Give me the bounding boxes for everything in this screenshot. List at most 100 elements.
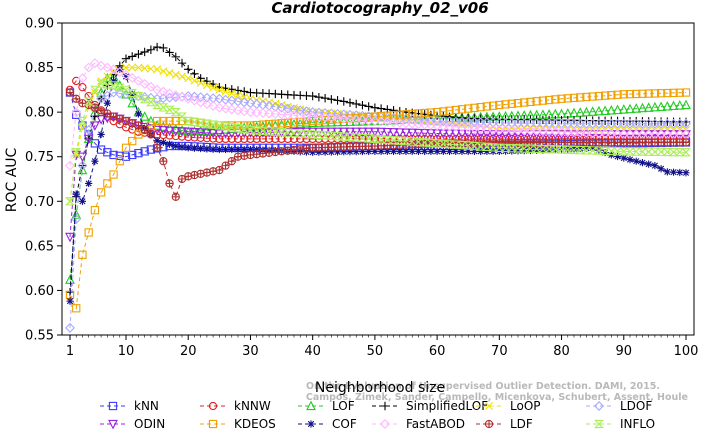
- data-point: [432, 139, 443, 148]
- legend-marker: [208, 419, 218, 429]
- legend-item-simplifiedlof: SimplifiedLOF: [372, 399, 488, 413]
- data-point: [190, 76, 199, 85]
- data-point: [115, 157, 124, 166]
- data-point: [289, 110, 299, 121]
- data-point: [276, 109, 287, 120]
- data-point: [109, 68, 118, 77]
- data-point: [134, 130, 143, 139]
- data-point: [593, 105, 604, 116]
- data-point: [457, 116, 467, 127]
- data-point: [282, 103, 293, 114]
- data-point: [221, 161, 230, 170]
- data-point: [457, 105, 467, 114]
- data-point: [649, 147, 660, 156]
- data-point: [122, 63, 130, 72]
- y-tick-label: 0.65: [25, 239, 54, 254]
- data-point: [214, 129, 225, 139]
- data-point: [264, 148, 274, 157]
- data-point: [662, 100, 673, 111]
- data-point: [332, 116, 343, 127]
- data-point: [145, 81, 156, 92]
- data-point: [96, 93, 107, 104]
- data-point: [550, 145, 561, 154]
- data-point: [183, 91, 194, 102]
- data-point: [469, 141, 480, 151]
- data-point: [600, 91, 610, 100]
- x-tick-label: 80: [553, 344, 570, 359]
- data-point: [282, 128, 293, 137]
- data-point: [463, 129, 474, 140]
- data-point: [159, 138, 167, 147]
- data-point: [376, 104, 386, 113]
- data-point: [65, 88, 75, 97]
- data-point: [463, 116, 474, 127]
- data-point: [320, 94, 330, 103]
- legend-marker: [485, 402, 493, 410]
- data-point: [544, 145, 555, 154]
- data-point: [481, 124, 492, 135]
- data-point: [313, 117, 324, 127]
- data-point: [195, 125, 206, 136]
- data-point: [85, 179, 93, 188]
- data-point: [576, 144, 584, 153]
- data-point: [600, 128, 611, 139]
- data-point: [177, 132, 187, 141]
- data-point: [450, 116, 461, 127]
- data-point: [650, 89, 660, 98]
- data-point: [183, 127, 194, 138]
- data-point: [481, 117, 492, 128]
- data-point: [444, 121, 455, 132]
- data-point: [495, 100, 504, 110]
- data-point: [201, 125, 212, 135]
- y-tick-label: 0.70: [25, 195, 54, 210]
- legend-marker: [484, 419, 494, 429]
- data-point: [538, 96, 548, 105]
- data-point: [234, 145, 242, 154]
- data-point: [314, 116, 324, 125]
- data-point: [313, 112, 324, 123]
- data-point: [513, 125, 523, 136]
- data-point: [139, 94, 150, 104]
- data-point: [600, 130, 611, 140]
- data-point: [488, 117, 499, 128]
- data-point: [525, 125, 536, 136]
- data-point: [227, 157, 236, 166]
- data-point: [289, 128, 299, 138]
- data-point: [508, 147, 516, 155]
- data-point: [464, 104, 473, 113]
- data-point: [65, 197, 75, 206]
- data-point: [625, 147, 635, 156]
- data-point: [333, 148, 342, 156]
- x-tick-label: 30: [242, 344, 259, 359]
- data-point: [452, 147, 460, 155]
- data-point: [108, 64, 119, 75]
- data-point: [569, 127, 579, 138]
- data-point: [618, 147, 629, 156]
- legend-marker: [306, 400, 316, 411]
- data-point: [581, 146, 592, 155]
- data-point: [89, 121, 100, 131]
- legend-label: KDEOS: [234, 417, 276, 431]
- data-point: [146, 145, 156, 154]
- data-point: [388, 128, 399, 138]
- data-point: [309, 148, 317, 156]
- data-point: [656, 101, 667, 111]
- data-point: [282, 109, 293, 120]
- data-point: [245, 107, 256, 118]
- data-point: [170, 126, 181, 137]
- data-point: [369, 134, 380, 144]
- data-point: [382, 116, 393, 127]
- data-point: [463, 122, 474, 133]
- data-point: [601, 148, 609, 157]
- data-point: [469, 117, 480, 128]
- x-tick-label: 40: [304, 344, 321, 359]
- data-point: [394, 117, 405, 128]
- data-point: [668, 100, 679, 111]
- data-point: [394, 128, 405, 138]
- data-point: [600, 105, 611, 115]
- data-point: [494, 143, 505, 152]
- data-point: [252, 120, 261, 130]
- data-point: [246, 145, 255, 154]
- data-point: [96, 60, 107, 71]
